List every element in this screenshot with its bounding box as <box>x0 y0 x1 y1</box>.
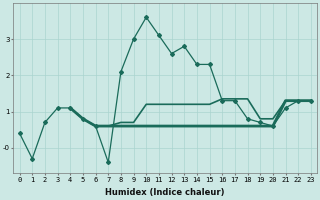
X-axis label: Humidex (Indice chaleur): Humidex (Indice chaleur) <box>106 188 225 197</box>
